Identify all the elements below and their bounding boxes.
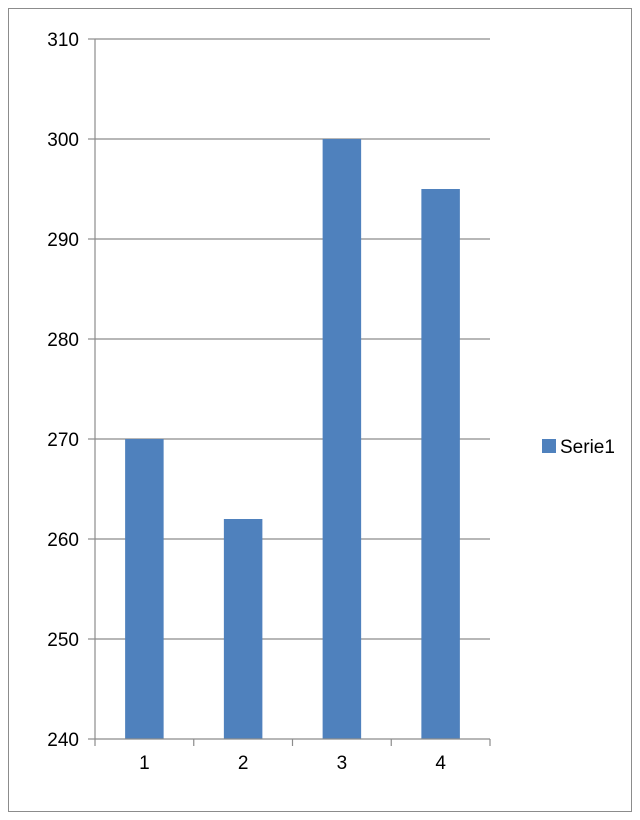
bar	[322, 139, 362, 739]
y-tick-label: 310	[47, 30, 79, 51]
chart-frame: 240 250 260 270 280 290 300 310 1 2 3 4 Serie1	[8, 8, 632, 812]
x-tick-label: 1	[139, 753, 150, 774]
legend-label: Serie1	[560, 437, 615, 458]
y-tick-label: 250	[47, 630, 79, 651]
bar-chart: 240 250 260 270 280 290 300 310 1 2 3 4 Serie1	[47, 30, 615, 774]
y-tick-label: 260	[47, 530, 79, 551]
bars	[125, 139, 460, 739]
y-tick-label: 240	[47, 730, 79, 751]
legend: Serie1	[542, 437, 615, 458]
legend-swatch	[542, 439, 556, 453]
bar	[223, 519, 263, 739]
x-tick-label: 4	[435, 753, 446, 774]
y-tick-labels: 240 250 260 270 280 290 300 310	[47, 30, 79, 751]
x-tick-label: 2	[238, 753, 249, 774]
bar	[421, 189, 460, 739]
x-tick-labels: 1 2 3 4	[139, 753, 446, 774]
y-tick-label: 270	[47, 430, 79, 451]
x-tick-label: 3	[337, 753, 348, 774]
y-tick-label: 280	[47, 330, 79, 351]
y-tick-label: 300	[47, 130, 79, 151]
bar	[125, 439, 164, 739]
y-tick-label: 290	[47, 230, 79, 251]
axes	[88, 38, 491, 746]
